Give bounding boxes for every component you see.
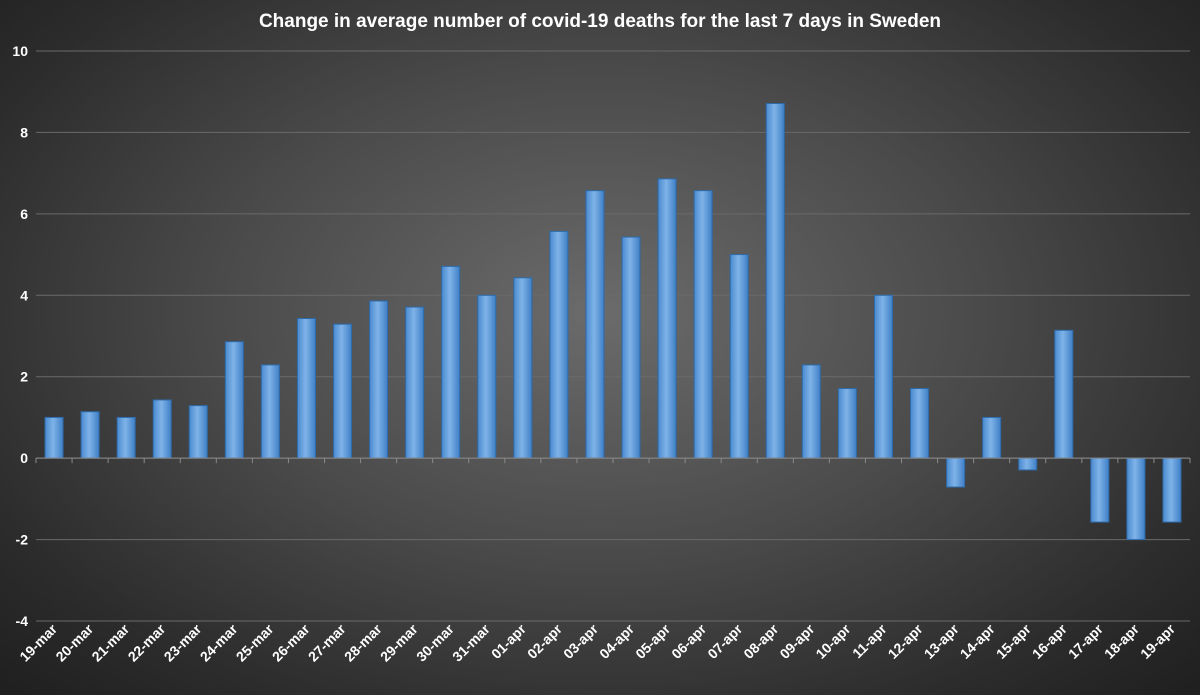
- x-tick-label: 11-apr: [849, 620, 890, 661]
- x-tick-label: 08-apr: [740, 620, 781, 661]
- x-tick-label: 30-mar: [413, 620, 457, 664]
- bar-01-apr: [513, 277, 533, 459]
- x-tick-label: 28-mar: [341, 620, 385, 664]
- y-tick-label: 8: [20, 124, 28, 140]
- x-tick-label: 16-apr: [1029, 620, 1070, 661]
- x-tick-label: 26-mar: [269, 620, 313, 664]
- x-tick-label: 21-mar: [88, 620, 132, 664]
- bar-21-mar: [116, 416, 136, 459]
- bar-04-apr: [621, 236, 641, 459]
- x-axis-ticks: 19-mar20-mar21-mar22-mar23-mar24-mar25-m…: [16, 620, 1178, 664]
- bar-08-apr: [765, 103, 785, 459]
- x-tick-label: 12-apr: [885, 620, 926, 661]
- bar-14-apr: [982, 416, 1002, 459]
- x-tick-label: 25-mar: [233, 620, 277, 664]
- bar-16-apr: [1054, 329, 1074, 459]
- x-tick-label: 31-mar: [449, 620, 493, 664]
- x-tick-label: 05-apr: [632, 620, 673, 661]
- x-tick-label: 14-apr: [957, 620, 998, 661]
- x-tick-label: 23-mar: [161, 620, 205, 664]
- y-axis-ticks: 10 8 6 4 2 0 -2 -4: [12, 43, 28, 629]
- x-tick-label: 01-apr: [488, 620, 529, 661]
- bar-19-apr: [1162, 457, 1182, 523]
- y-tick-label: 0: [20, 450, 28, 466]
- bar-22-mar: [152, 399, 172, 459]
- bar-31-mar: [477, 294, 497, 459]
- x-tick-label: 13-apr: [921, 620, 962, 661]
- x-tick-label: 20-mar: [52, 620, 96, 664]
- bar-24-mar: [224, 341, 244, 459]
- bar-06-apr: [693, 190, 713, 459]
- y-tick-label: -2: [16, 532, 29, 548]
- bar-02-apr: [549, 230, 569, 459]
- x-tick-label: 22-mar: [125, 620, 169, 664]
- bar-30-mar: [441, 265, 461, 459]
- bar-11-apr: [873, 294, 893, 459]
- x-tick-label: 27-mar: [305, 620, 349, 664]
- bar-07-apr: [729, 254, 749, 459]
- x-tick-label: 10-apr: [812, 620, 853, 661]
- bar-29-mar: [405, 306, 425, 459]
- y-tick-label: 4: [20, 287, 28, 303]
- x-tick-label: 18-apr: [1101, 620, 1142, 661]
- bar-13-apr: [946, 457, 966, 488]
- bar-10-apr: [837, 388, 857, 459]
- bar-12-apr: [910, 388, 930, 459]
- bar-03-apr: [585, 190, 605, 459]
- x-tick-label: 15-apr: [993, 620, 1034, 661]
- y-tick-label: 2: [20, 369, 28, 385]
- y-tick-label: -4: [16, 613, 29, 629]
- bar-05-apr: [657, 178, 677, 459]
- x-tick-label: 06-apr: [668, 620, 709, 661]
- y-tick-label: 10: [12, 43, 28, 59]
- x-tick-label: 29-mar: [377, 620, 421, 664]
- x-tick-label: 04-apr: [596, 620, 637, 661]
- bars: [44, 103, 1182, 541]
- bar-19-mar: [44, 416, 64, 459]
- bar-09-apr: [801, 364, 821, 459]
- bar-15-apr: [1018, 457, 1038, 471]
- x-tick-label: 03-apr: [560, 620, 601, 661]
- bar-17-apr: [1090, 457, 1110, 523]
- x-tick-label: 02-apr: [524, 620, 565, 661]
- x-tick-label: 09-apr: [776, 620, 817, 661]
- x-tick-label: 07-apr: [704, 620, 745, 661]
- x-tick-label: 24-mar: [197, 620, 241, 664]
- bar-27-mar: [333, 323, 353, 459]
- bar-26-mar: [296, 317, 316, 459]
- bar-25-mar: [260, 364, 280, 459]
- bar-28-mar: [369, 300, 389, 459]
- bar-18-apr: [1126, 457, 1146, 541]
- y-tick-label: 6: [20, 206, 28, 222]
- x-tick-label: 19-apr: [1137, 620, 1178, 661]
- x-axis: [35, 457, 1191, 464]
- x-tick-label: 17-apr: [1065, 620, 1106, 661]
- gridlines: [36, 50, 1190, 622]
- bar-23-mar: [188, 405, 208, 459]
- chart-title: Change in average number of covid-19 dea…: [259, 11, 941, 32]
- bar-20-mar: [80, 411, 100, 459]
